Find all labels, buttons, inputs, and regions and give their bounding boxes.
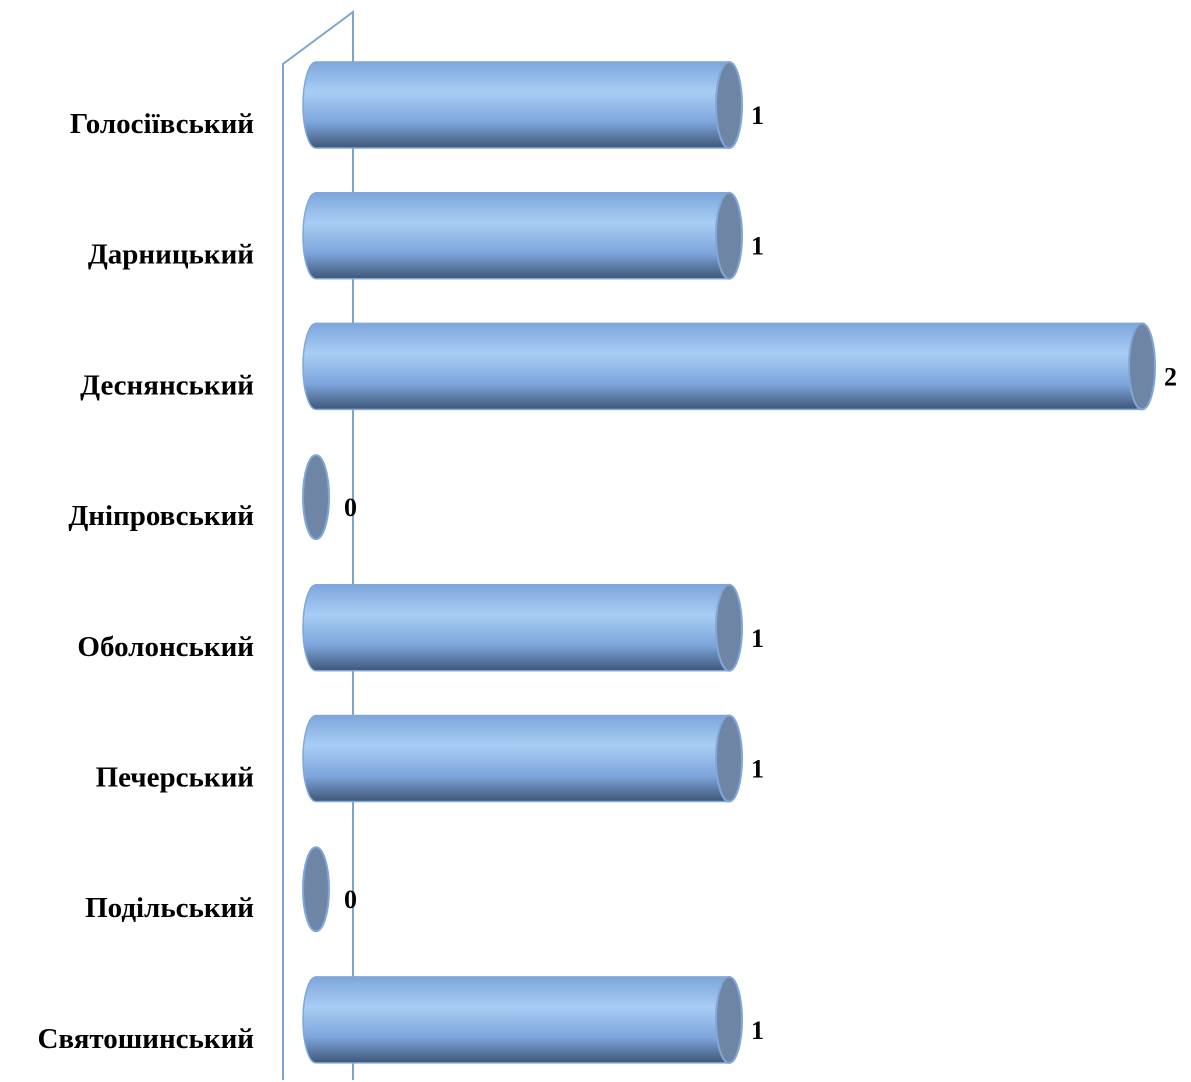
axis-wall-line bbox=[282, 10, 354, 1080]
data-label: 0 bbox=[344, 885, 357, 914]
category-label: Оболонський bbox=[77, 631, 254, 663]
bar bbox=[302, 846, 330, 933]
data-label: 0 bbox=[344, 493, 357, 522]
bar bbox=[302, 61, 743, 149]
bar bbox=[302, 975, 743, 1064]
bar bbox=[302, 322, 1156, 411]
data-label: 1 bbox=[751, 624, 764, 653]
data-label: 2 bbox=[1164, 362, 1177, 391]
data-label: 1 bbox=[751, 101, 764, 130]
category-label: Дніпровський bbox=[68, 500, 254, 532]
bar bbox=[302, 454, 330, 541]
data-label: 1 bbox=[751, 232, 764, 261]
category-label: Деснянський bbox=[80, 369, 254, 401]
data-label: 1 bbox=[751, 1016, 764, 1045]
data-label: 1 bbox=[751, 755, 764, 784]
category-label: Дарницький bbox=[88, 239, 254, 271]
category-label: Подільський bbox=[85, 892, 254, 924]
data-labels: 1 1 2 0 1 1 0 1 bbox=[344, 101, 1177, 1045]
category-label: Голосіївський bbox=[70, 108, 254, 140]
axis-wall bbox=[282, 10, 354, 1080]
bar bbox=[302, 583, 743, 672]
category-labels: Голосіївський Дарницький Деснянський Дніпро… bbox=[37, 108, 254, 1055]
category-label: Святошинський bbox=[37, 1023, 254, 1055]
bar bbox=[302, 714, 743, 803]
category-label: Печерський bbox=[96, 762, 254, 794]
bars bbox=[302, 61, 1156, 1064]
bar bbox=[302, 191, 743, 280]
